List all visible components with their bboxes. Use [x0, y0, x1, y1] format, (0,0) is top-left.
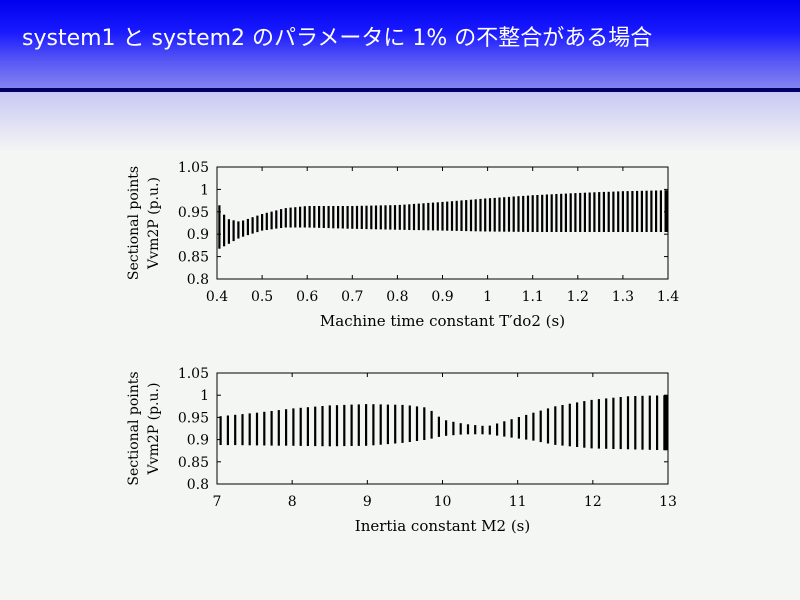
- chart-1: 0.4 0.5 0.6 0.7 0.8 0.9 1 1.1 1.2 1.3 1.4 0.8 0.85 0.…: [126, 160, 679, 330]
- x-tick-label: 13: [659, 494, 677, 510]
- x-axis-label: Machine time constant T′do2 (s): [320, 312, 565, 330]
- x-tick-label: 1.1: [522, 289, 544, 305]
- y-tick-label: 0.95: [178, 205, 209, 221]
- y-axis-label: Vvm2P (p.u.): [146, 177, 162, 270]
- x-tick-label: 1: [483, 289, 492, 305]
- x-tick-label: 0.9: [431, 289, 453, 305]
- x-tick-label: 7: [213, 494, 222, 510]
- x-tick-label: 10: [434, 494, 452, 510]
- y-axis-label: Sectional points: [126, 166, 142, 280]
- x-tick-label: 1.2: [567, 289, 589, 305]
- slide-title: system1 と system2 のパラメータに 1% の不整合がある場合: [22, 26, 653, 51]
- x-tick-label: 8: [288, 494, 297, 510]
- chart-2: 7 8 9 10 11 12 13 0.8 0.85 0.9 0.95 1 1.05 Inertia co…: [126, 366, 677, 535]
- y-tick-label: 0.95: [178, 410, 209, 426]
- y-tick-label: 1.05: [178, 160, 209, 176]
- y-tick-label: 1: [200, 182, 209, 198]
- y-tick-label: 1: [200, 388, 209, 404]
- x-tick-label: 12: [584, 494, 602, 510]
- header-rule: [0, 88, 800, 92]
- header-fade: [0, 92, 800, 152]
- x-tick-label: 11: [509, 494, 527, 510]
- y-axis-label: Vvm2P (p.u.): [146, 383, 162, 476]
- x-tick-label: 1.3: [612, 289, 634, 305]
- y-tick-label: 0.9: [187, 227, 209, 243]
- y-tick-label: 0.8: [187, 477, 209, 493]
- x-tick-label: 0.5: [251, 289, 273, 305]
- plot-frame: [216, 372, 669, 485]
- x-tick-label: 0.7: [341, 289, 363, 305]
- x-tick-label: 0.8: [386, 289, 408, 305]
- x-axis-label: Inertia constant M2 (s): [355, 517, 530, 535]
- y-tick-label: 0.85: [178, 250, 209, 266]
- bar-group: [218, 190, 668, 249]
- y-tick-label: 0.8: [187, 272, 209, 288]
- x-tick-label: 1.4: [657, 289, 679, 305]
- y-axis-label: Sectional points: [126, 371, 142, 485]
- x-tick-label: 0.6: [296, 289, 318, 305]
- x-tick-label: 0.4: [206, 289, 228, 305]
- bar-group: [219, 395, 668, 451]
- title-bar: system1 と system2 のパラメータに 1% の不整合がある場合: [0, 0, 800, 92]
- y-tick-label: 0.85: [178, 455, 209, 471]
- x-tick-label: 9: [363, 494, 372, 510]
- y-tick-label: 1.05: [178, 366, 209, 382]
- y-tick-label: 0.9: [187, 433, 209, 449]
